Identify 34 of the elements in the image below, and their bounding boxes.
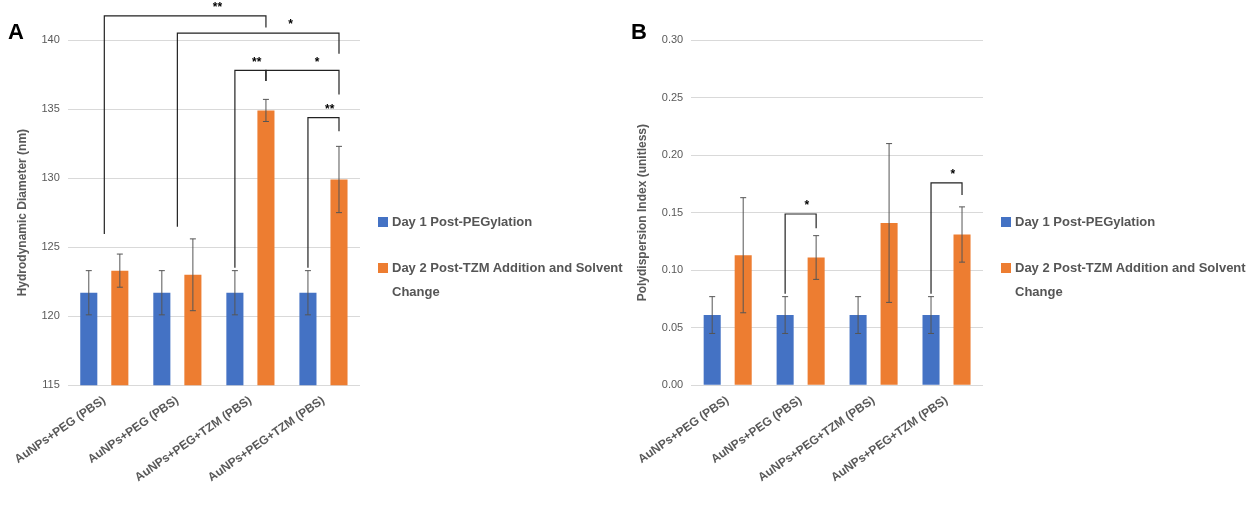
y-tick-label: 130	[41, 171, 60, 184]
y-tick-label: 125	[41, 240, 60, 253]
annotation: *	[950, 167, 956, 182]
annotation: **	[251, 54, 262, 69]
bar	[734, 255, 752, 385]
y-tick-label: 0.10	[661, 263, 684, 276]
bar	[880, 223, 898, 385]
y-tick-label: 0.20	[661, 148, 684, 161]
legend-label: Day 1 Post-PEGylation	[392, 212, 533, 231]
y-tick-label: 0.05	[661, 320, 684, 333]
text: *	[288, 17, 294, 32]
legend-label: Day 1 Post-PEGylation	[1015, 212, 1156, 231]
text: **	[212, 0, 223, 15]
y-tick-label: 0.15	[661, 205, 684, 218]
y-tick-label: 140	[41, 33, 60, 46]
y-tick-label: 135	[41, 102, 60, 115]
y-axis-title: Polydispersion Index (unitless)	[634, 123, 649, 302]
y-axis-title: Hydrodynamic Diameter (nm)	[14, 128, 29, 297]
chart-title: A	[8, 19, 24, 45]
annotation: *	[314, 54, 320, 69]
y-tick-label: 0.25	[661, 90, 684, 103]
bar	[922, 315, 940, 385]
annotation: **	[325, 102, 335, 116]
bar	[849, 315, 867, 385]
y-tick-label: 120	[41, 309, 60, 322]
y-tick-label: 115	[42, 378, 60, 391]
annotation: *	[804, 198, 810, 213]
legend-label: Day 2 Post-TZM Addition and Solvent Change	[392, 258, 623, 301]
legend-label: Day 2 Post-TZM Addition and Solvent Change	[1015, 258, 1246, 301]
y-tick-label: 0.00	[661, 378, 684, 391]
chart-title: B	[631, 19, 647, 45]
y-tick-label: 0.30	[661, 33, 684, 46]
bar	[776, 315, 794, 385]
bar	[703, 315, 721, 385]
